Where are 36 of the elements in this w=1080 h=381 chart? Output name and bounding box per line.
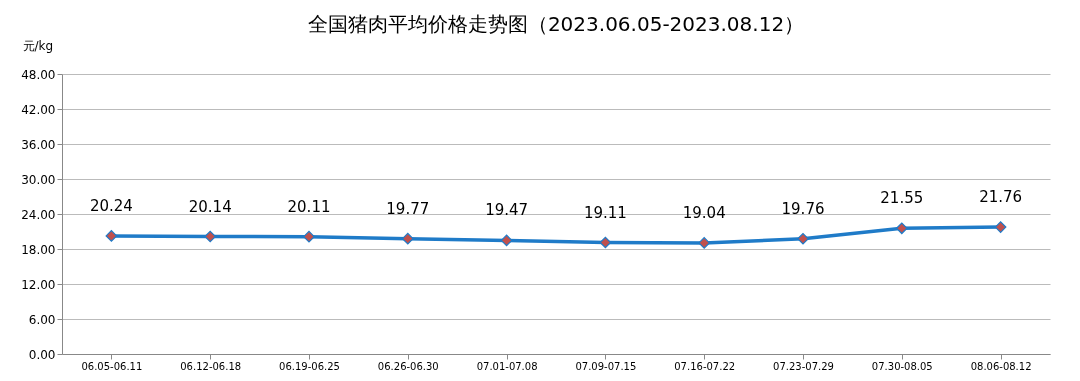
data-label: 19.11 [583, 203, 627, 222]
x-tick-label: 07.09-07.15 [575, 360, 637, 372]
y-tick-label: 0.00 [28, 347, 56, 362]
y-tick-label: 36.00 [21, 137, 56, 152]
chart-title: 全国猪肉平均价格走势图（2023.06.05-2023.08.12） [307, 12, 805, 36]
point [105, 230, 118, 242]
y-tick-label: 42.00 [21, 102, 56, 117]
x-tick-label: 07.16-07.22 [674, 360, 736, 372]
y-tick-label: 30.00 [21, 172, 56, 187]
point [797, 232, 809, 245]
x-tick-label: 06.05-06.11 [81, 360, 143, 372]
data-label: 21.55 [880, 189, 924, 208]
y-tick-label: 24.00 [21, 207, 56, 222]
y-tick-label: 12.00 [21, 277, 56, 292]
data-label: 19.04 [682, 203, 726, 222]
x-tick-label: 06.19-06.25 [279, 360, 340, 372]
data-label: 20.14 [188, 197, 232, 216]
y-axis-title: 元/kg [22, 38, 54, 53]
y-tick-label: 18.00 [21, 242, 56, 257]
x-tick-label: 08.06-08.12 [970, 360, 1032, 372]
data-label: 20.11 [287, 197, 331, 216]
point [303, 230, 315, 243]
x-tick-label: 06.12-06.18 [180, 360, 242, 372]
data-label: 21.76 [979, 188, 1023, 207]
x-tick-label: 07.01-07.08 [476, 360, 538, 372]
point [994, 221, 1007, 233]
x-tick-label: 06.26-06.30 [377, 360, 439, 372]
y-tick-label: 48.00 [21, 67, 56, 82]
data-label: 20.24 [89, 196, 133, 215]
data-label: 19.77 [386, 199, 430, 218]
point [895, 222, 908, 235]
data-label: 19.76 [781, 199, 825, 218]
x-tick-label: 07.23-07.29 [773, 360, 834, 372]
x-tick-label: 07.30-08.05 [871, 360, 933, 372]
y-tick-label: 6.00 [28, 312, 56, 327]
data-label: 19.47 [485, 201, 529, 220]
